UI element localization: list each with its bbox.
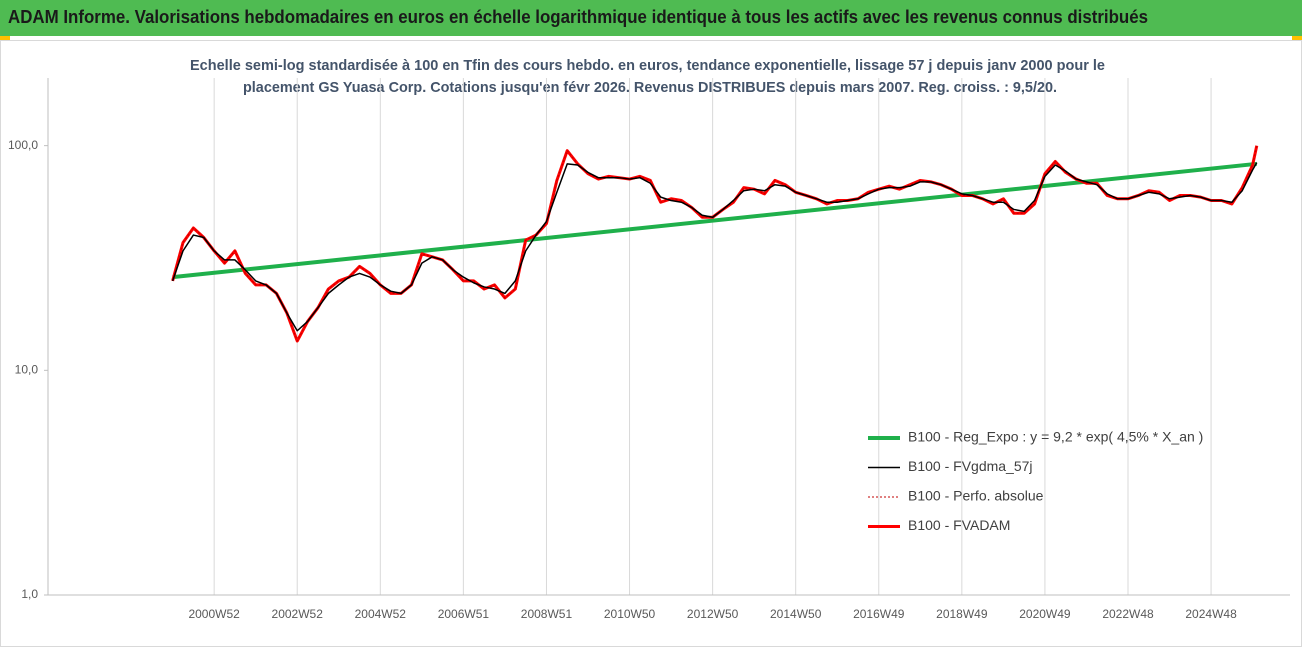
corner-mark xyxy=(1292,36,1302,40)
x-tick-label: 2004W52 xyxy=(355,607,407,621)
x-tick-label: 2018W49 xyxy=(936,607,988,621)
x-tick-label: 2020W49 xyxy=(1019,607,1071,621)
legend: B100 - Reg_Expo : y = 9,2 * exp( 4,5% * … xyxy=(868,429,1203,533)
x-tick-label: 2002W52 xyxy=(272,607,324,621)
x-tick-label: 2012W50 xyxy=(687,607,739,621)
x-tick-label: 2008W51 xyxy=(521,607,573,621)
title-banner xyxy=(0,0,1302,36)
legend-label: B100 - FVgdma_57j xyxy=(908,458,1033,474)
y-tick-label: 1,0 xyxy=(21,587,38,601)
chart-subtitle: placement GS Yuasa Corp. Cotations jusqu… xyxy=(243,79,1057,96)
x-tick-label: 2024W48 xyxy=(1185,607,1237,621)
plot xyxy=(171,145,1259,343)
x-tick-label: 2006W51 xyxy=(438,607,490,621)
chart-subtitle: Echelle semi-log standardisée à 100 en T… xyxy=(190,57,1105,74)
grid: 1,0 10,0 100,0 2000W52 2002W52 2004W52 2006W51… xyxy=(8,78,1237,621)
legend-label: B100 - FVADAM xyxy=(908,517,1010,533)
x-tick-label: 2010W50 xyxy=(604,607,656,621)
corner-mark xyxy=(0,36,10,40)
legend-label: B100 - Reg_Expo : y = 9,2 * exp( 4,5% * … xyxy=(908,429,1203,445)
chart-area xyxy=(0,40,1302,647)
x-tick-label: 2000W52 xyxy=(188,607,240,621)
x-tick-label: 2022W48 xyxy=(1102,607,1154,621)
series-line xyxy=(171,162,1258,332)
x-tick-label: 2016W49 xyxy=(853,607,905,621)
x-tick-label: 2014W50 xyxy=(770,607,822,621)
chart-title: ADAM Informe. Valorisations hebdomadaire… xyxy=(8,7,1148,27)
y-tick-label: 100,0 xyxy=(8,138,38,152)
legend-label: B100 - Perfo. absolue xyxy=(908,488,1044,504)
series-line xyxy=(172,161,1257,280)
y-tick-label: 10,0 xyxy=(15,362,39,376)
